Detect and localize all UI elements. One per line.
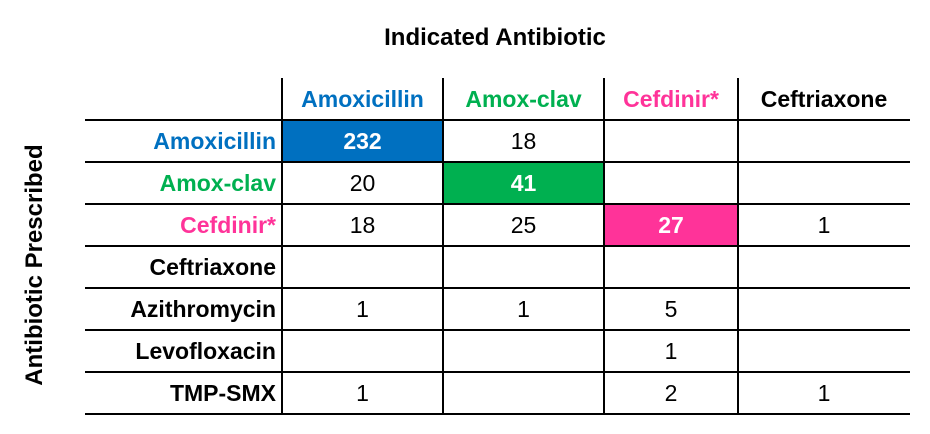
table-cell [443, 372, 604, 414]
table-cell [738, 288, 910, 330]
row-border [85, 371, 910, 373]
table-cell [738, 330, 910, 372]
row-label: Amoxicillin [153, 127, 276, 154]
row-label: Levofloxacin [135, 337, 276, 364]
table-cell [738, 120, 910, 162]
column-header: Cefdinir* [623, 85, 719, 112]
table-cell: 18 [510, 127, 537, 154]
column-header: Amox-clav [465, 85, 582, 112]
table-cell [604, 246, 738, 288]
table-cell: 41 [443, 162, 604, 204]
row-label: Azithromycin [130, 295, 276, 322]
table-cell: 1 [517, 295, 530, 322]
table-cell [738, 162, 910, 204]
side-label: Antibiotic Prescribed [21, 144, 48, 386]
row-border [85, 245, 910, 247]
table-cell: 1 [356, 379, 369, 406]
row-border [85, 413, 910, 415]
title: Indicated Antibiotic [384, 24, 606, 51]
row-label: Amox-clav [159, 169, 276, 196]
row-label: Ceftriaxone [149, 253, 276, 280]
row-border [85, 287, 910, 289]
column-border [603, 78, 605, 414]
row-label: Cefdinir* [180, 211, 276, 238]
row-label: TMP-SMX [169, 379, 276, 406]
table-cell [604, 162, 738, 204]
table-cell: 1 [664, 337, 678, 364]
table-cell [282, 246, 443, 288]
table-cell [443, 246, 604, 288]
column-header: Amoxicillin [301, 85, 424, 112]
column-border [737, 78, 739, 414]
column-border [281, 78, 283, 414]
table-cell: 18 [349, 211, 376, 238]
table-cell: 1 [356, 295, 369, 322]
table-cell: 20 [349, 169, 376, 196]
table-cell: 1 [817, 379, 831, 406]
table-cell [443, 330, 604, 372]
table-cell: 27 [604, 204, 738, 246]
table-cell: 2 [664, 379, 678, 406]
row-border [85, 161, 910, 163]
table-cell [604, 120, 738, 162]
table-cell [738, 246, 910, 288]
row-border [85, 119, 910, 121]
table-cell [282, 330, 443, 372]
column-border [442, 78, 444, 414]
row-border [85, 203, 910, 205]
table-cell: 1 [817, 211, 831, 238]
table-cell: 5 [664, 295, 678, 322]
table-cell: 25 [510, 211, 537, 238]
row-border [85, 329, 910, 331]
table-cell: 232 [282, 120, 443, 162]
column-header: Ceftriaxone [760, 85, 888, 112]
